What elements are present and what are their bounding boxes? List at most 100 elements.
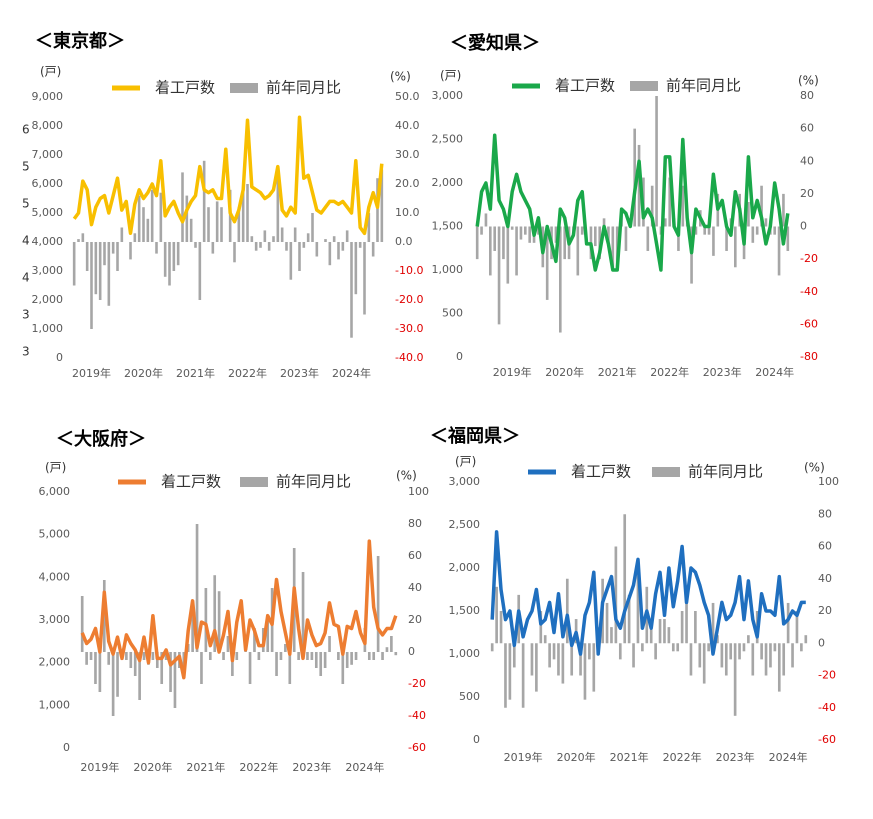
y2-tick-label: 20	[818, 604, 832, 617]
bar	[284, 644, 287, 652]
bar	[151, 652, 155, 660]
bar	[107, 652, 111, 665]
bar	[602, 218, 606, 227]
bar	[285, 242, 288, 251]
bar	[649, 619, 653, 644]
bar	[497, 226, 501, 325]
bar	[111, 242, 115, 254]
bar	[570, 643, 574, 676]
bar	[332, 236, 336, 242]
bar	[302, 242, 306, 248]
x-tick-label: 2020年	[557, 750, 596, 764]
bar	[515, 226, 518, 276]
line	[80, 539, 398, 680]
bar	[614, 546, 618, 644]
x-tick-label: 2019年	[493, 365, 532, 379]
bar	[733, 643, 737, 716]
bar	[328, 636, 331, 652]
bar	[90, 242, 93, 329]
bar	[146, 218, 150, 242]
bar	[129, 242, 132, 260]
bar	[259, 242, 262, 248]
bar	[155, 242, 158, 254]
y-tick-label: 5,000	[32, 206, 64, 219]
bar	[181, 172, 184, 242]
y2-unit: (%)	[804, 461, 825, 475]
legend-label: 着工戸数	[161, 473, 221, 491]
bar	[650, 185, 654, 227]
bar	[646, 226, 650, 251]
y-tick-label: 8,000	[32, 119, 64, 132]
bar	[337, 652, 340, 660]
bar	[689, 643, 693, 676]
y-unit: (戸)	[455, 455, 476, 469]
bar	[610, 627, 613, 644]
y2-tick-label: -80	[800, 350, 818, 363]
y2-tick-label: 20.0	[395, 177, 420, 190]
bar	[288, 652, 292, 684]
bar	[94, 652, 97, 684]
bar	[176, 242, 180, 266]
bar	[508, 643, 512, 700]
y2-tick-label: -60	[408, 741, 426, 754]
bar	[380, 169, 384, 242]
y2-tick-label: 100	[818, 475, 839, 488]
bar	[367, 213, 371, 242]
bar	[506, 226, 510, 284]
bar	[301, 572, 305, 652]
y-tick-label: 1,000	[32, 322, 64, 335]
bar	[137, 195, 141, 242]
bar	[530, 643, 534, 676]
bar	[484, 213, 488, 227]
y-tick-label: 2,000	[32, 293, 64, 306]
edge-label: 3	[22, 308, 30, 322]
y-tick-label: 1,000	[39, 698, 71, 711]
bar	[324, 239, 327, 242]
y2-tick-label: 0	[800, 220, 807, 233]
y-tick-label: 3,000	[32, 264, 64, 277]
bar	[519, 226, 523, 240]
y-tick-label: 3,000	[39, 613, 71, 626]
bar	[310, 652, 314, 660]
y-tick-label: 4,000	[32, 235, 64, 248]
bar	[217, 591, 221, 652]
bar	[276, 178, 280, 242]
x-tick-label: 2023年	[292, 760, 331, 774]
bar	[367, 652, 371, 660]
bar	[208, 652, 212, 660]
bar	[539, 611, 543, 644]
y2-tick-label: 60	[800, 122, 814, 135]
y2-tick-label: 0	[408, 645, 415, 658]
legend-swatch	[240, 477, 268, 487]
y2-tick-label: -20	[408, 677, 426, 690]
bar	[390, 636, 393, 652]
edge-label: 5	[22, 160, 30, 174]
y-tick-label: 1,000	[432, 263, 464, 276]
bar	[235, 652, 239, 660]
bar	[253, 628, 256, 652]
bar	[751, 643, 755, 676]
bar	[557, 643, 560, 676]
y-unit: (戸)	[45, 461, 66, 475]
y-tick-label: 6,000	[39, 485, 71, 498]
bar	[272, 236, 275, 242]
y-tick-label: 2,000	[432, 176, 464, 189]
bar	[552, 643, 556, 660]
bar	[676, 643, 680, 652]
bar	[712, 226, 715, 256]
legend-label: 着工戸数	[555, 77, 615, 95]
bar	[510, 226, 514, 230]
bar	[77, 239, 80, 242]
legend-label: 前年同月比	[666, 77, 741, 95]
bar	[215, 201, 219, 242]
bar	[543, 635, 547, 644]
y2-unit: (%)	[798, 74, 819, 88]
bar	[698, 643, 702, 668]
y-tick-label: 500	[459, 690, 480, 703]
bar	[495, 586, 498, 644]
bar	[257, 652, 261, 660]
bar	[664, 218, 667, 227]
bar	[311, 213, 314, 242]
y2-tick-label: 20	[800, 187, 814, 200]
bar	[98, 652, 102, 692]
